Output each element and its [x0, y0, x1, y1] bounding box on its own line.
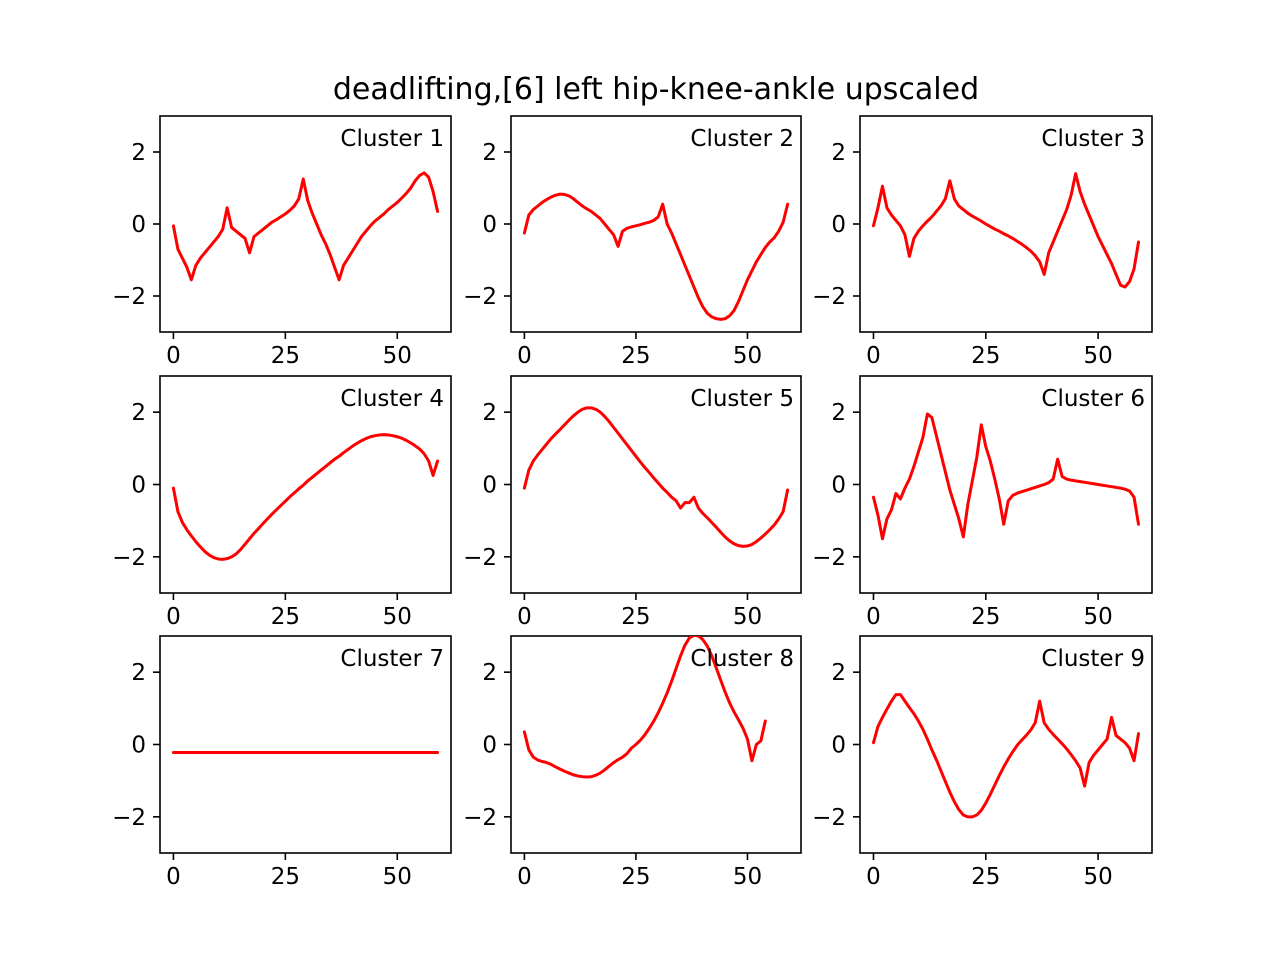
- series-line: [871, 412, 1141, 541]
- x-tick-label: 50: [733, 343, 762, 369]
- x-tick-label: 0: [166, 604, 181, 630]
- x-tick-label: 25: [971, 604, 1000, 630]
- y-tick-label: −2: [463, 545, 497, 571]
- x-tick-label: 25: [271, 864, 300, 890]
- x-tick-label: 25: [621, 864, 650, 890]
- y-tick-label: 0: [831, 473, 846, 499]
- y-tick-label: 0: [482, 473, 497, 499]
- cluster-label: Cluster 1: [340, 126, 444, 152]
- subplot-grid: 0 25 50 −2 0 2 Cluster 1 0 25 50 −2 0 2 Cluster 2 0 25 5…: [112, 115, 1153, 890]
- subplot-7: 0 25 50 −2 0 2 Cluster 7: [112, 635, 452, 890]
- subplot-2: 0 25 50 −2 0 2 Cluster 2: [463, 115, 802, 369]
- x-tick-label: 50: [383, 604, 412, 630]
- y-tick-label: 2: [131, 400, 146, 426]
- chart-title: deadlifting,[6] left hip-knee-ankle upsc…: [333, 72, 979, 107]
- cluster-label: Cluster 6: [1041, 386, 1145, 412]
- subplot-4: 0 25 50 −2 0 2 Cluster 4: [112, 375, 452, 630]
- axes-frame: [510, 635, 802, 854]
- cluster-label: Cluster 2: [690, 126, 794, 152]
- y-tick-label: 2: [831, 400, 846, 426]
- x-tick-label: 25: [621, 343, 650, 369]
- y-tick-label: 0: [131, 733, 146, 759]
- y-tick-label: 0: [831, 733, 846, 759]
- x-tick-label: 50: [1083, 604, 1112, 630]
- subplot-6: 0 25 50 −2 0 2 Cluster 6: [812, 375, 1153, 630]
- y-tick-label: 2: [482, 140, 497, 166]
- y-tick-label: 0: [131, 473, 146, 499]
- y-tick-label: 2: [831, 660, 846, 686]
- x-tick-label: 25: [971, 343, 1000, 369]
- subplot-8: 0 25 50 −2 0 2 Cluster 8: [463, 635, 802, 890]
- x-tick-label: 25: [621, 604, 650, 630]
- subplot-5: 0 25 50 −2 0 2 Cluster 5: [463, 375, 802, 630]
- y-tick-label: −2: [463, 805, 497, 831]
- y-tick-label: 2: [131, 140, 146, 166]
- y-tick-label: 2: [482, 400, 497, 426]
- x-tick-label: 50: [383, 343, 412, 369]
- y-tick-label: −2: [112, 284, 146, 310]
- axes-frame: [510, 375, 802, 594]
- x-tick-label: 50: [733, 604, 762, 630]
- x-tick-label: 0: [517, 343, 532, 369]
- y-tick-label: 0: [831, 212, 846, 238]
- y-tick-label: 2: [831, 140, 846, 166]
- cluster-label: Cluster 9: [1041, 646, 1145, 672]
- x-tick-label: 0: [166, 864, 181, 890]
- x-tick-label: 50: [383, 864, 412, 890]
- x-tick-label: 0: [166, 343, 181, 369]
- x-tick-label: 50: [1083, 343, 1112, 369]
- y-tick-label: −2: [812, 805, 846, 831]
- y-tick-label: −2: [812, 545, 846, 571]
- series-line: [871, 172, 1141, 289]
- series-line: [871, 693, 1141, 819]
- subplot-1: 0 25 50 −2 0 2 Cluster 1: [112, 115, 452, 369]
- x-tick-label: 0: [517, 604, 532, 630]
- y-tick-label: −2: [812, 284, 846, 310]
- cluster-label: Cluster 7: [340, 646, 444, 672]
- x-tick-label: 50: [1083, 864, 1112, 890]
- y-tick-label: −2: [112, 805, 146, 831]
- x-tick-label: 25: [271, 604, 300, 630]
- y-tick-label: 2: [131, 660, 146, 686]
- subplot-9: 0 25 50 −2 0 2 Cluster 9: [812, 635, 1153, 890]
- cluster-label: Cluster 3: [1041, 126, 1145, 152]
- cluster-label: Cluster 8: [690, 646, 794, 672]
- y-tick-label: −2: [463, 284, 497, 310]
- series-line: [522, 636, 767, 779]
- subplot-3: 0 25 50 −2 0 2 Cluster 3: [812, 115, 1153, 369]
- series-line: [171, 171, 440, 282]
- axes-frame: [159, 115, 452, 333]
- y-tick-label: 2: [482, 660, 497, 686]
- x-tick-label: 50: [733, 864, 762, 890]
- x-tick-label: 0: [517, 864, 532, 890]
- x-tick-label: 25: [971, 864, 1000, 890]
- y-tick-label: 0: [482, 212, 497, 238]
- cluster-label: Cluster 4: [340, 386, 444, 412]
- y-tick-label: 0: [131, 212, 146, 238]
- y-tick-label: −2: [112, 545, 146, 571]
- series-line: [171, 433, 440, 561]
- cluster-label: Cluster 5: [690, 386, 794, 412]
- axes-frame: [159, 635, 452, 854]
- x-tick-label: 25: [271, 343, 300, 369]
- y-tick-label: 0: [482, 733, 497, 759]
- x-tick-label: 0: [866, 864, 881, 890]
- x-tick-label: 0: [866, 604, 881, 630]
- series-line: [522, 192, 790, 321]
- series-line: [522, 406, 790, 548]
- x-tick-label: 0: [866, 343, 881, 369]
